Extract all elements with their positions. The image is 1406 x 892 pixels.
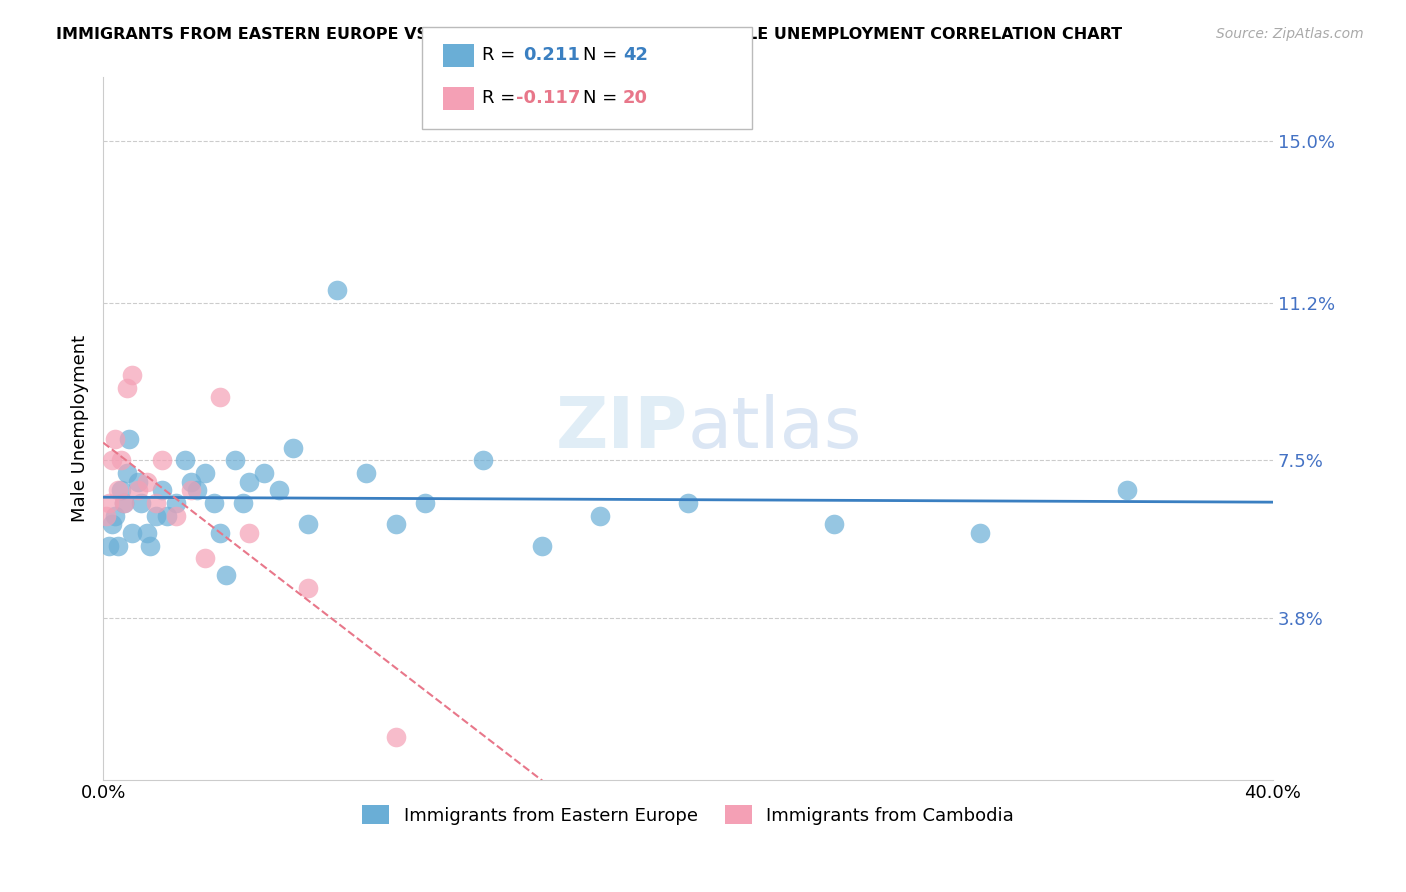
Text: R =: R = bbox=[482, 89, 516, 107]
Point bbox=[297, 517, 319, 532]
Point bbox=[165, 508, 187, 523]
Point bbox=[139, 539, 162, 553]
Point bbox=[676, 496, 699, 510]
Point bbox=[101, 453, 124, 467]
Point bbox=[202, 496, 225, 510]
Point bbox=[326, 283, 349, 297]
Point bbox=[1115, 483, 1137, 498]
Point bbox=[115, 381, 138, 395]
Point bbox=[145, 496, 167, 510]
Point bbox=[127, 475, 149, 489]
Point bbox=[384, 517, 406, 532]
Point bbox=[238, 525, 260, 540]
Point bbox=[115, 467, 138, 481]
Point bbox=[194, 551, 217, 566]
Point bbox=[127, 483, 149, 498]
Point bbox=[413, 496, 436, 510]
Text: -0.117: -0.117 bbox=[516, 89, 581, 107]
Text: ZIP: ZIP bbox=[555, 394, 688, 463]
Point bbox=[98, 496, 121, 510]
Point bbox=[356, 467, 378, 481]
Point bbox=[112, 496, 135, 510]
Text: R =: R = bbox=[482, 46, 516, 64]
Legend: Immigrants from Eastern Europe, Immigrants from Cambodia: Immigrants from Eastern Europe, Immigran… bbox=[353, 797, 1024, 834]
Point bbox=[186, 483, 208, 498]
Point bbox=[232, 496, 254, 510]
Y-axis label: Male Unemployment: Male Unemployment bbox=[72, 335, 89, 522]
Text: N =: N = bbox=[583, 89, 617, 107]
Point bbox=[969, 525, 991, 540]
Point bbox=[530, 539, 553, 553]
Point bbox=[94, 508, 117, 523]
Point bbox=[110, 483, 132, 498]
Point bbox=[180, 475, 202, 489]
Point bbox=[194, 467, 217, 481]
Text: N =: N = bbox=[583, 46, 617, 64]
Point bbox=[129, 496, 152, 510]
Point bbox=[174, 453, 197, 467]
Point bbox=[156, 508, 179, 523]
Point bbox=[145, 508, 167, 523]
Point bbox=[238, 475, 260, 489]
Text: Source: ZipAtlas.com: Source: ZipAtlas.com bbox=[1216, 27, 1364, 41]
Point bbox=[209, 390, 232, 404]
Point bbox=[107, 483, 129, 498]
Point bbox=[267, 483, 290, 498]
Point bbox=[384, 730, 406, 744]
Point bbox=[121, 368, 143, 383]
Point bbox=[136, 475, 159, 489]
Text: 42: 42 bbox=[623, 46, 648, 64]
Text: 20: 20 bbox=[623, 89, 648, 107]
Point bbox=[472, 453, 495, 467]
Point bbox=[104, 508, 127, 523]
Point bbox=[215, 568, 238, 582]
Point bbox=[101, 517, 124, 532]
Point bbox=[112, 496, 135, 510]
Point bbox=[209, 525, 232, 540]
Point bbox=[107, 539, 129, 553]
Point bbox=[118, 432, 141, 446]
Point bbox=[165, 496, 187, 510]
Text: IMMIGRANTS FROM EASTERN EUROPE VS IMMIGRANTS FROM CAMBODIA MALE UNEMPLOYMENT COR: IMMIGRANTS FROM EASTERN EUROPE VS IMMIGR… bbox=[56, 27, 1122, 42]
Text: atlas: atlas bbox=[688, 394, 862, 463]
Point bbox=[150, 483, 173, 498]
Point bbox=[110, 453, 132, 467]
Point bbox=[589, 508, 612, 523]
Point bbox=[253, 467, 276, 481]
Point bbox=[104, 432, 127, 446]
Point bbox=[297, 581, 319, 595]
Point bbox=[823, 517, 845, 532]
Text: 0.211: 0.211 bbox=[523, 46, 579, 64]
Point bbox=[283, 441, 305, 455]
Point bbox=[121, 525, 143, 540]
Point bbox=[224, 453, 246, 467]
Point bbox=[150, 453, 173, 467]
Point bbox=[180, 483, 202, 498]
Point bbox=[136, 525, 159, 540]
Point bbox=[98, 539, 121, 553]
